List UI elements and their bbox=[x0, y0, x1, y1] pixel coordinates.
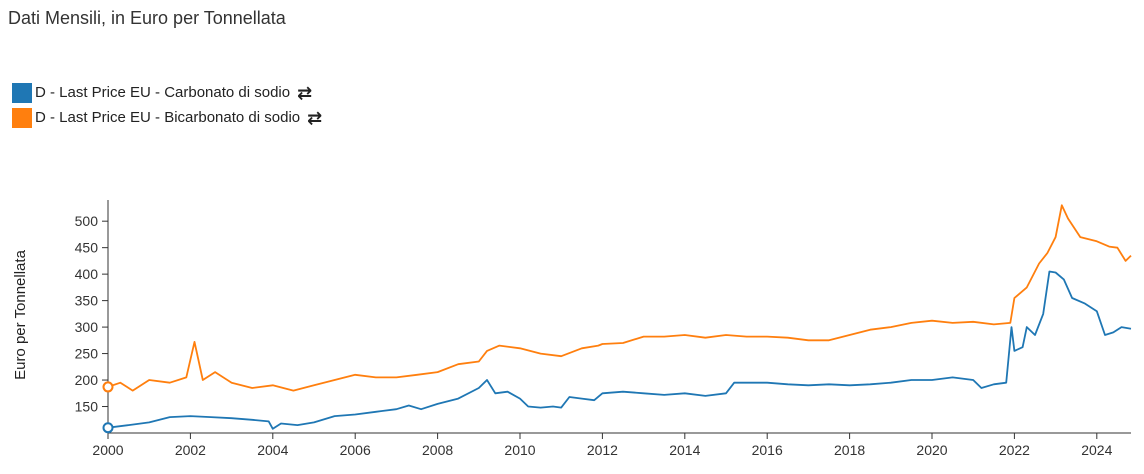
y-tick-label: 500 bbox=[75, 213, 99, 229]
x-tick-label: 2014 bbox=[669, 442, 700, 458]
legend-item-bicarbonato[interactable]: D - Last Price EU - Bicarbonato di sodio… bbox=[12, 105, 322, 130]
y-axis-title: Euro per Tonnellata bbox=[12, 249, 29, 379]
x-tick-label: 2000 bbox=[92, 442, 123, 458]
series-start-marker[interactable] bbox=[102, 381, 114, 393]
legend-item-carbonato[interactable]: D - Last Price EU - Carbonato di sodio ⇄ bbox=[12, 80, 322, 105]
x-tick-label: 2018 bbox=[834, 442, 865, 458]
series-start-markers bbox=[102, 381, 114, 434]
legend-label-bicarbonato: D - Last Price EU - Bicarbonato di sodio bbox=[35, 109, 301, 126]
y-tick-label: 200 bbox=[75, 372, 99, 388]
y-tick-label: 300 bbox=[75, 319, 99, 335]
x-tick-label: 2006 bbox=[340, 442, 371, 458]
y-axis: 150 200 250 300 350 400 450 500 bbox=[75, 200, 109, 433]
y-tick-label: 350 bbox=[75, 293, 99, 309]
legend-swatch-bicarbonato bbox=[12, 107, 32, 128]
y-tick-label: 400 bbox=[75, 266, 99, 282]
legend-label-carbonato: D - Last Price EU - Carbonato di sodio bbox=[35, 84, 291, 101]
legend-swatch-carbonato bbox=[12, 82, 32, 103]
x-tick-label: 2008 bbox=[422, 442, 453, 458]
x-tick-label: 2002 bbox=[175, 442, 206, 458]
series-line-bicarbonato bbox=[107, 204, 1132, 392]
series-start-marker[interactable] bbox=[102, 422, 114, 434]
swap-arrows-icon[interactable]: ⇄ bbox=[307, 107, 323, 128]
x-tick-label: 2016 bbox=[752, 442, 783, 458]
legend: D - Last Price EU - Carbonato di sodio ⇄… bbox=[12, 80, 322, 130]
x-tick-label: 2004 bbox=[257, 442, 288, 458]
swap-arrows-icon[interactable]: ⇄ bbox=[297, 82, 313, 103]
x-tick-label: 2020 bbox=[916, 442, 947, 458]
chart-subtitle: Dati Mensili, in Euro per Tonnellata bbox=[8, 8, 286, 28]
y-tick-label: 450 bbox=[75, 240, 99, 256]
x-tick-label: 2012 bbox=[587, 442, 618, 458]
series-lines bbox=[107, 204, 1132, 430]
series-line-carbonato bbox=[107, 270, 1132, 430]
x-axis: 2000 2002 2004 2006 2008 2010 2012 2014 2016 2018… bbox=[92, 432, 1131, 458]
y-tick-label: 250 bbox=[75, 346, 99, 362]
x-tick-label: 2024 bbox=[1081, 442, 1112, 458]
x-tick-label: 2022 bbox=[999, 442, 1030, 458]
y-tick-label: 150 bbox=[75, 399, 99, 415]
x-tick-label: 2010 bbox=[504, 442, 535, 458]
